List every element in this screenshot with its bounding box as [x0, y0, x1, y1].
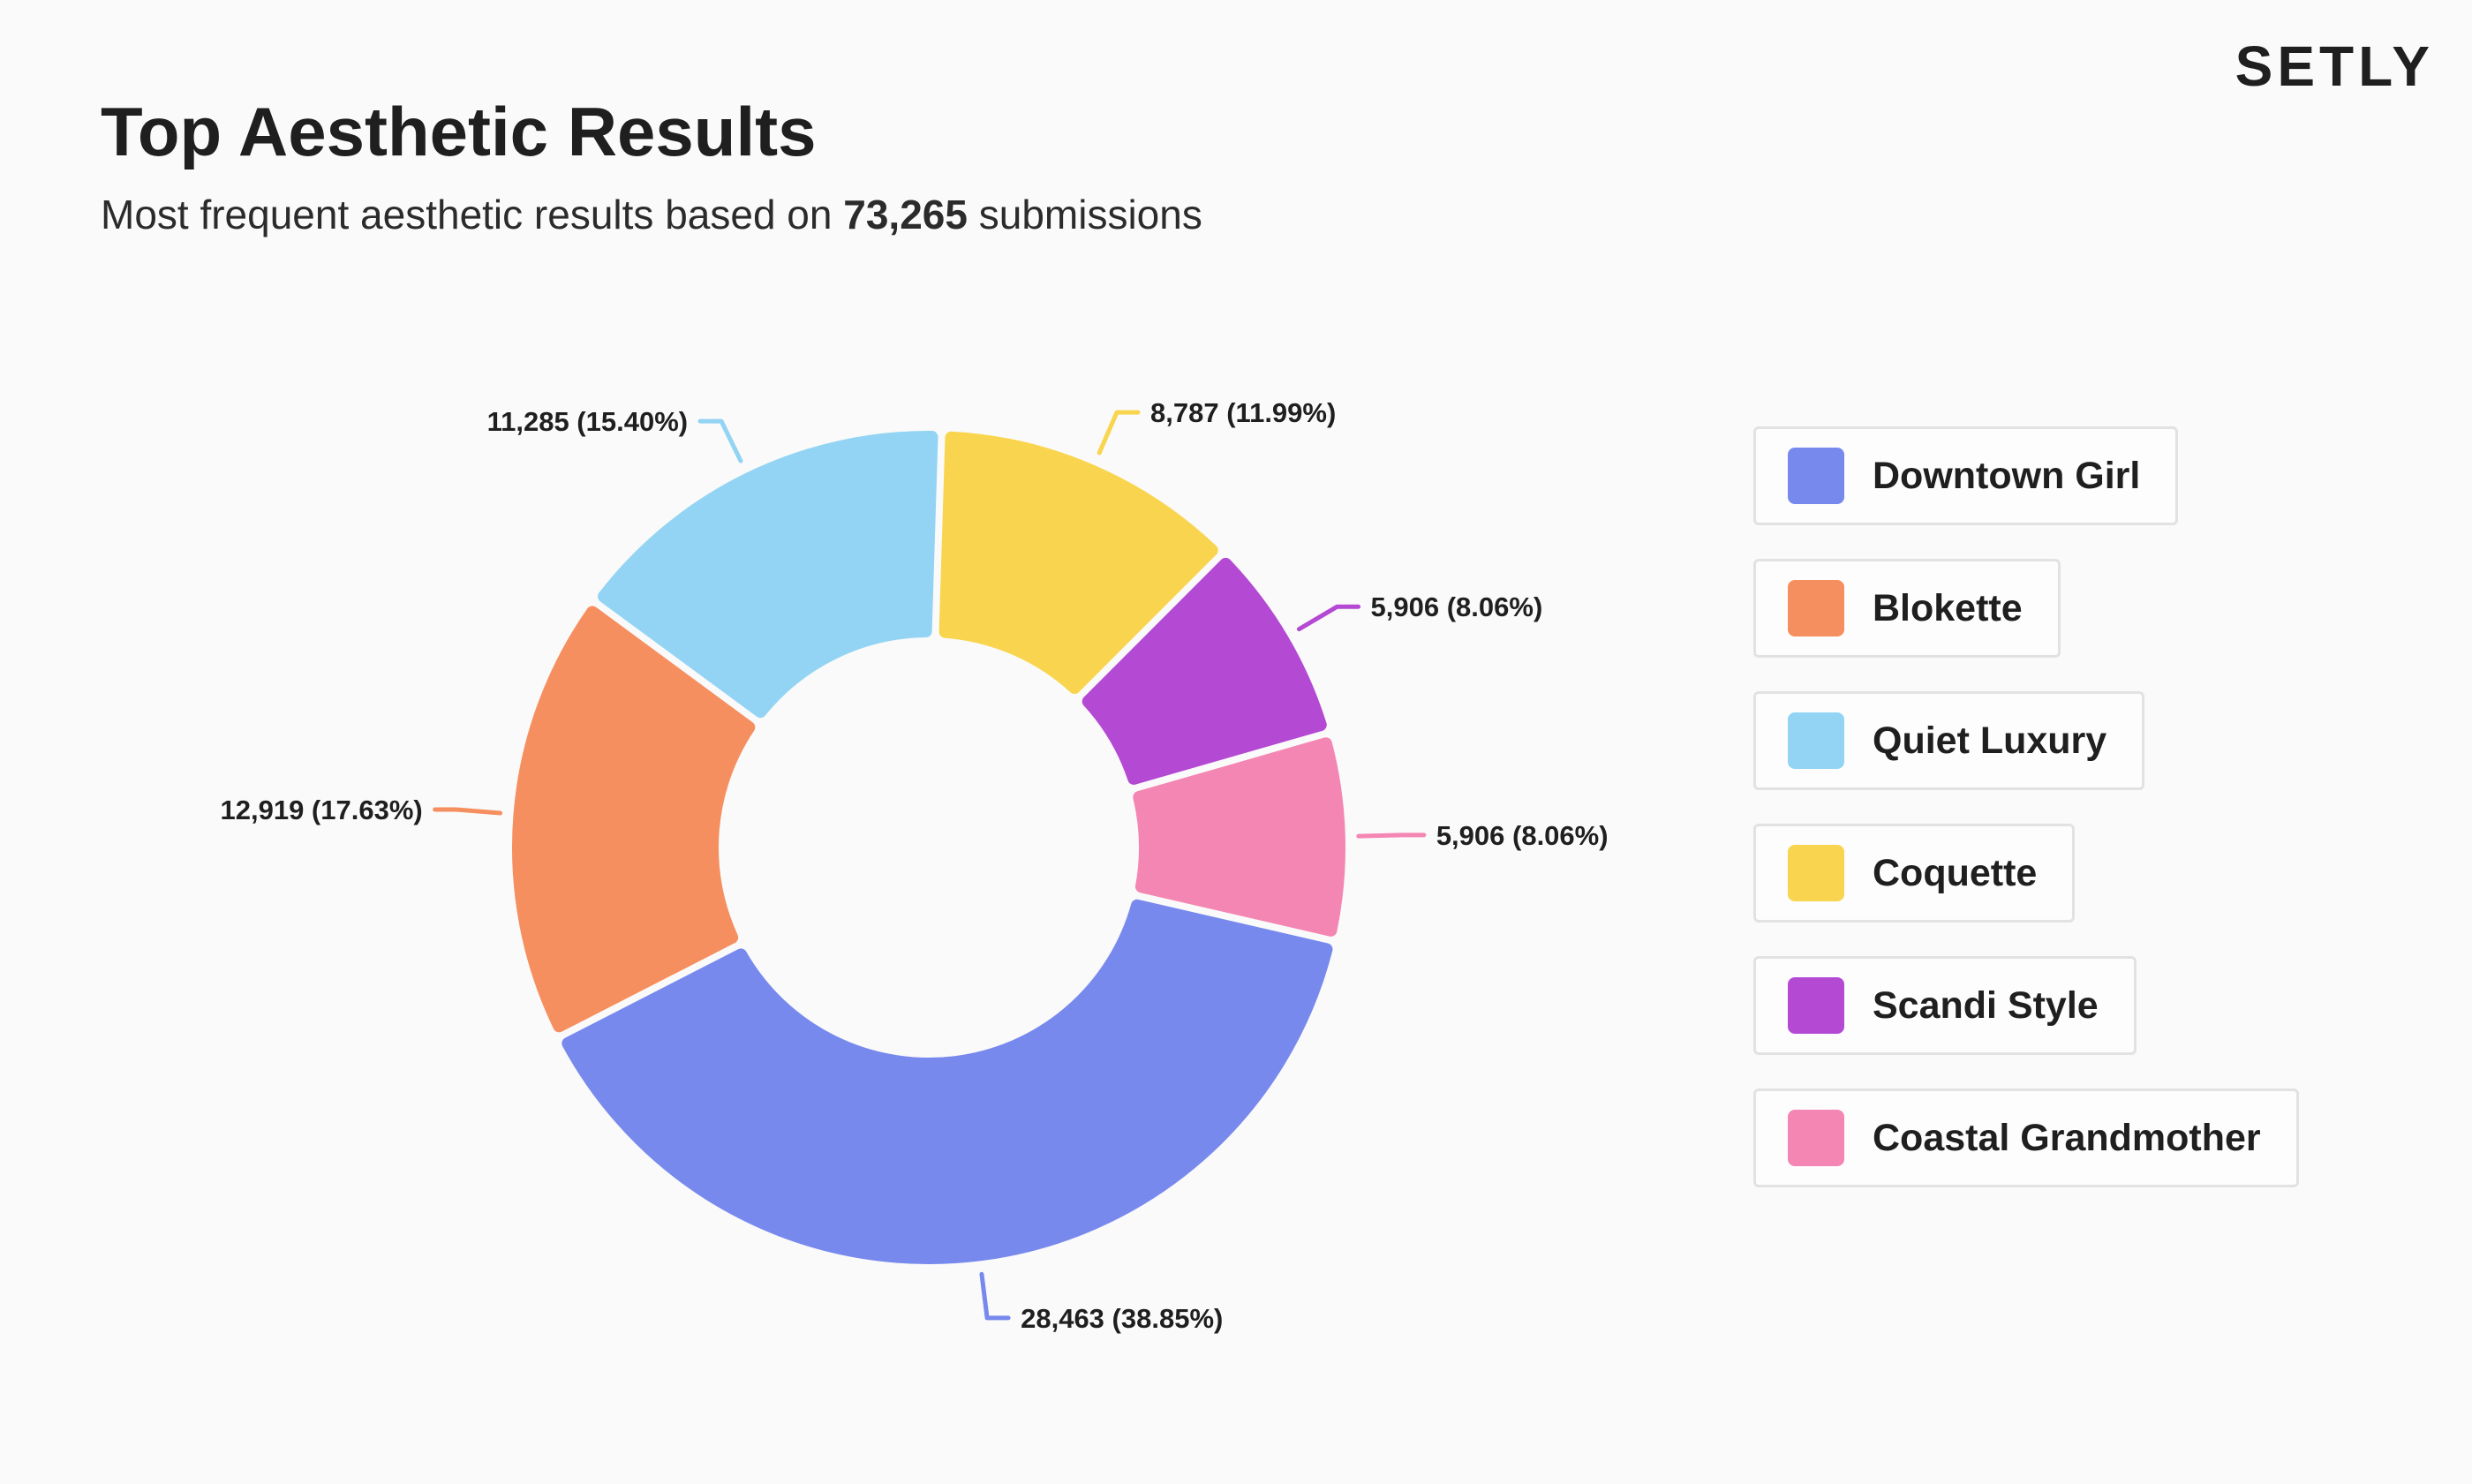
leader-line-scandi-style: [1296, 604, 1361, 632]
legend-label-coastal-grandmother: Coastal Grandmother: [1873, 1116, 2261, 1159]
legend-item-coquette[interactable]: Coquette: [1753, 824, 2076, 923]
legend-swatch-scandi-style: [1788, 977, 1844, 1034]
legend-label-blokette: Blokette: [1873, 586, 2023, 629]
legend-item-downtown-girl[interactable]: Downtown Girl: [1753, 426, 2179, 525]
legend-label-scandi-style: Scandi Style: [1873, 983, 2099, 1027]
page-title: Top Aesthetic Results: [101, 93, 817, 170]
legend-item-scandi-style[interactable]: Scandi Style: [1753, 956, 2137, 1055]
page-subtitle: Most frequent aesthetic results based on…: [101, 191, 1202, 238]
chart-legend: Downtown Girl Blokette Quiet Luxury Coquett…: [1753, 426, 2299, 1187]
brand-logo: SETLY: [2235, 34, 2434, 98]
leader-line-coastal-grandmother: [1356, 832, 1427, 839]
leader-line-coquette: [1097, 410, 1141, 456]
legend-swatch-quiet-luxury: [1788, 712, 1844, 769]
data-label-coastal-grandmother: 5,906 (8.06%): [1436, 820, 1609, 851]
slice-coquette[interactable]: [938, 431, 1218, 695]
slice-coastal-grandmother[interactable]: [1133, 737, 1345, 937]
legend-label-downtown-girl: Downtown Girl: [1873, 454, 2141, 497]
legend-label-coquette: Coquette: [1873, 851, 2038, 894]
legend-swatch-blokette: [1788, 580, 1844, 637]
legend-swatch-coastal-grandmother: [1788, 1110, 1844, 1166]
legend-item-blokette[interactable]: Blokette: [1753, 559, 2061, 658]
legend-swatch-coquette: [1788, 845, 1844, 901]
leader-line-quiet-luxury: [697, 418, 743, 463]
legend-label-quiet-luxury: Quiet Luxury: [1873, 719, 2107, 762]
slice-downtown-girl[interactable]: [561, 899, 1333, 1264]
slice-scandi-style[interactable]: [1082, 557, 1327, 785]
subtitle-suffix: submissions: [978, 192, 1202, 237]
submission-count: 73,265: [843, 192, 968, 237]
leader-line-downtown-girl: [979, 1271, 1011, 1321]
data-label-quiet-luxury: 11,285 (15.40%): [487, 406, 689, 437]
data-label-blokette: 12,919 (17.63%): [221, 795, 423, 825]
legend-item-coastal-grandmother[interactable]: Coastal Grandmother: [1753, 1089, 2299, 1187]
subtitle-prefix: Most frequent aesthetic results based on: [101, 192, 833, 237]
slice-quiet-luxury[interactable]: [598, 431, 938, 719]
data-label-downtown-girl: 28,463 (38.85%): [1021, 1303, 1223, 1334]
legend-item-quiet-luxury[interactable]: Quiet Luxury: [1753, 691, 2145, 790]
data-label-coquette: 8,787 (11.99%): [1150, 397, 1336, 428]
legend-swatch-downtown-girl: [1788, 448, 1844, 504]
leader-line-blokette: [433, 807, 503, 816]
data-label-scandi-style: 5,906 (8.06%): [1371, 591, 1543, 622]
slice-blokette[interactable]: [512, 606, 756, 1033]
